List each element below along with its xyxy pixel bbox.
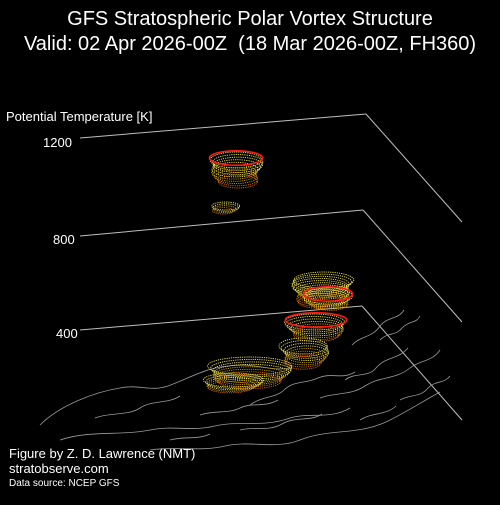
figure-title: GFS Stratospheric Polar Vortex Structure <box>67 8 433 30</box>
vortex-contour-ring <box>212 159 262 176</box>
gridline-1200-side <box>365 113 463 223</box>
vortex-contour-ring <box>283 342 329 359</box>
vortex-contour-ring <box>214 371 282 388</box>
vortex-contour-ring <box>284 355 322 370</box>
vortex-contour-ring <box>211 201 241 211</box>
vortex-contour-ring <box>280 340 328 357</box>
coastline-map <box>39 309 451 451</box>
vortex-contour-ring <box>293 271 355 289</box>
vortex-contour-ring <box>211 207 234 215</box>
gridline-400-front <box>79 305 363 331</box>
figure-subtitle: Valid: 02 Apr 2026-00Z (18 Mar 2026-00Z,… <box>23 33 477 55</box>
vortex-contour-ring <box>292 323 344 339</box>
credit-author: Figure by Z. D. Lawrence (NMT) <box>9 446 196 461</box>
vortex-contour-ring <box>207 381 254 394</box>
gridline-800-front <box>79 209 364 237</box>
gridline-1200-front <box>79 113 367 139</box>
vortex-contour-ring <box>211 154 264 171</box>
vortex-contour-ring <box>210 359 293 378</box>
vortex-contour-ring <box>291 277 349 295</box>
vortex-contour-ring <box>293 325 342 341</box>
vortex-contour-ring <box>213 363 290 382</box>
plot-box-grid <box>79 113 463 421</box>
credit-source: Data source: NCEP GFS <box>9 478 120 489</box>
vortex-contour-ring <box>284 350 326 366</box>
gridline-800-side <box>362 209 463 323</box>
tick-label-800: 800 <box>53 232 75 247</box>
vortex-contour-ring <box>292 273 353 291</box>
vortex-contour-ring <box>212 203 240 212</box>
tick-label-400: 400 <box>56 326 78 341</box>
vortex-outer-contour <box>302 285 354 302</box>
vortex-contour-ring <box>206 378 257 392</box>
vortex-contour-ring <box>211 164 257 180</box>
vortex-contour-ring <box>206 356 292 376</box>
vortex-contour-ring <box>284 353 323 368</box>
vortex-contour-ring <box>202 372 264 388</box>
vortex-contour-ring <box>296 290 346 306</box>
vortex-contour-ring <box>211 161 259 178</box>
credit-site: stratobserve.com <box>9 461 109 476</box>
vortex-contour-ring <box>287 318 344 335</box>
vortex-contour-ring <box>205 374 263 389</box>
vortex-contour-ring <box>278 337 328 355</box>
vortex-contour-ring <box>212 156 263 173</box>
vortex-contour-ring <box>311 297 349 311</box>
vortex-outer-contour <box>284 311 348 328</box>
vortex-contour-ring <box>285 348 328 364</box>
vortex-contour-ring <box>206 376 260 391</box>
vortex-contour-ring <box>290 320 344 337</box>
vortex-contour-ring <box>212 167 257 182</box>
vortex-contours <box>202 150 355 394</box>
vortex-contour-ring <box>308 295 349 310</box>
gridline-400-side <box>361 305 463 421</box>
vortex-outer-contour <box>208 150 264 167</box>
vortex-contour-ring <box>217 174 258 189</box>
axis-label: Potential Temperature [K] <box>6 109 152 124</box>
vortex-contour-ring <box>216 172 259 187</box>
tick-label-1200: 1200 <box>43 135 72 150</box>
vortex-contour-ring <box>213 368 284 386</box>
vortex-contour-ring <box>285 345 329 361</box>
vortex-contour-ring <box>212 361 292 380</box>
vortex-contour-ring <box>213 366 287 384</box>
vortex-contour-ring <box>303 291 349 308</box>
